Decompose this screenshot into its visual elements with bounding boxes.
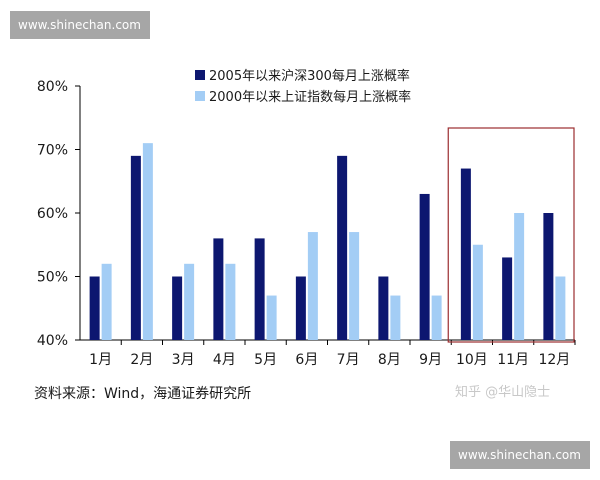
bar-series-a xyxy=(89,276,100,340)
bar-series-b xyxy=(266,295,277,340)
bar-series-b xyxy=(390,295,401,340)
legend-label-a: 2005年以来沪深300每月上涨概率 xyxy=(209,68,410,84)
x-tick-label: 4月 xyxy=(213,352,236,368)
bar-series-a xyxy=(543,213,554,340)
source-note: 资料来源：Wind，海通证券研究所 xyxy=(34,386,252,402)
bar-series-b xyxy=(225,263,236,340)
y-tick-label: 40% xyxy=(37,333,68,349)
y-tick-label: 80% xyxy=(37,79,68,95)
bar-series-b xyxy=(472,244,483,340)
watermark-top: www.shinechan.com xyxy=(10,11,150,39)
bar-series-b xyxy=(307,232,318,340)
x-tick-label: 7月 xyxy=(337,352,360,368)
legend: 2005年以来沪深300每月上涨概率 2000年以来上证指数每月上涨概率 xyxy=(195,68,411,105)
x-tick-label: 5月 xyxy=(254,352,277,368)
bar-series-a xyxy=(254,238,265,340)
bar-series-b xyxy=(142,143,153,340)
x-tick-label: 3月 xyxy=(172,352,195,368)
x-tick-label: 8月 xyxy=(378,352,401,368)
axes xyxy=(75,85,576,345)
x-tick-label: 1月 xyxy=(89,352,112,368)
x-tick-label: 9月 xyxy=(419,352,442,368)
y-tick-label: 70% xyxy=(37,143,68,159)
x-tick-label: 10月 xyxy=(456,352,488,368)
bar-series-a xyxy=(130,155,141,340)
x-tick-label: 6月 xyxy=(295,352,318,368)
highlight-box xyxy=(447,127,575,343)
bar-series-b xyxy=(184,263,195,340)
bar-series-b xyxy=(101,263,112,340)
x-tick-label: 11月 xyxy=(497,352,529,368)
bars xyxy=(89,143,566,340)
bar-series-b xyxy=(514,213,525,340)
bar-series-a xyxy=(419,193,430,340)
tick-labels: 40% 50% 60% 70% 80% 1月 2月 3月 4月 5月 6月 7月 8月 9月 10月 11月 1… xyxy=(37,79,570,368)
legend-label-b: 2000年以来上证指数每月上涨概率 xyxy=(209,89,411,105)
bar-series-a xyxy=(295,276,306,340)
y-tick-label: 60% xyxy=(37,206,68,222)
legend-swatch-a xyxy=(195,70,205,80)
y-tick-label: 50% xyxy=(37,270,68,286)
bar-series-a xyxy=(460,168,471,340)
legend-swatch-b xyxy=(195,91,205,101)
x-tick-label: 12月 xyxy=(538,352,570,368)
credit-text: 知乎 @华山隐士 xyxy=(455,385,551,400)
x-tick-label: 2月 xyxy=(130,352,153,368)
bar-series-b xyxy=(349,232,360,340)
bar-series-b xyxy=(431,295,442,340)
bar-series-a xyxy=(213,238,224,340)
bar-series-a xyxy=(337,155,348,340)
watermark-bottom: www.shinechan.com xyxy=(450,441,590,469)
bar-series-b xyxy=(555,276,566,340)
highlight-box-rect xyxy=(447,127,575,343)
bar-series-a xyxy=(378,276,389,340)
bar-series-a xyxy=(502,257,513,340)
bar-series-a xyxy=(172,276,183,340)
